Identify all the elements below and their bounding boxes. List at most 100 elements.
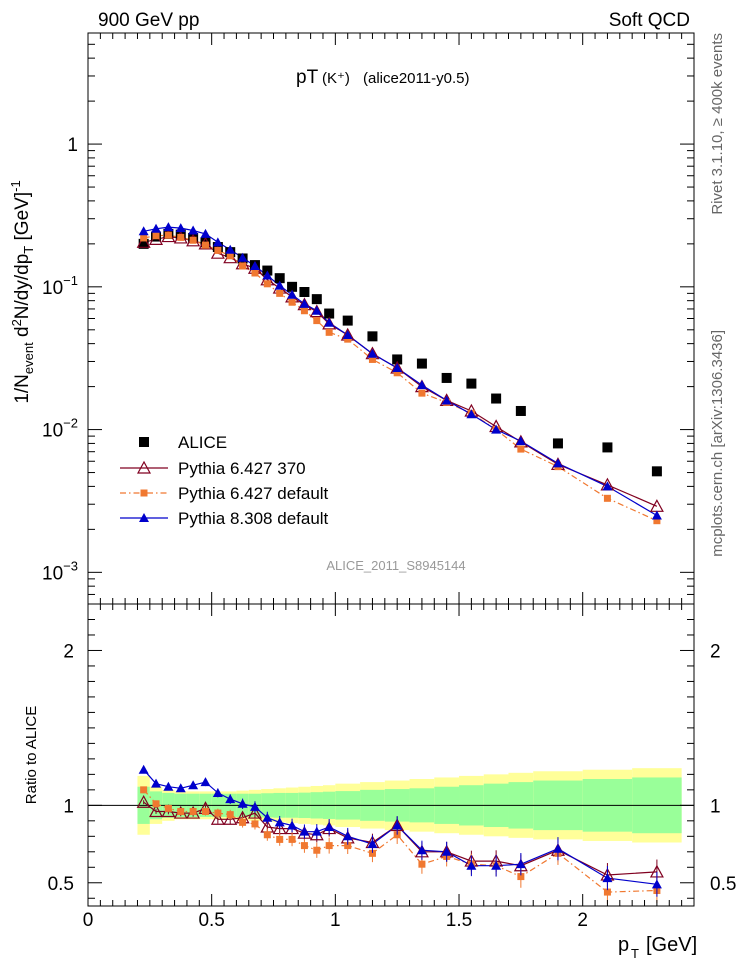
ratio-y-tick-label-left: 2 bbox=[63, 641, 74, 662]
series-3-point bbox=[367, 348, 378, 358]
series-2-ratio-point bbox=[603, 888, 611, 896]
series-0-point bbox=[287, 281, 298, 292]
legend-label-1: Pythia 6.427 370 bbox=[178, 459, 306, 478]
series-3-ratio-point bbox=[392, 820, 403, 830]
series-3-point bbox=[287, 289, 298, 299]
series-2-ratio-point bbox=[325, 842, 333, 850]
series-3-point bbox=[324, 317, 335, 327]
mcplots-label: mcplots.cern.ch [arXiv:1306.3436] bbox=[709, 330, 726, 557]
x-axis-label-unit: [GeV] bbox=[646, 934, 697, 956]
title-main: pT bbox=[296, 67, 319, 88]
series-3-ratio-point bbox=[163, 781, 174, 791]
series-3-point bbox=[299, 298, 310, 308]
y-tick-label: 1 bbox=[67, 135, 78, 156]
series-2-point bbox=[276, 289, 284, 297]
series-0-point bbox=[392, 354, 403, 365]
series-2-ratio-point bbox=[251, 820, 259, 828]
series-3-ratio-point bbox=[416, 845, 427, 855]
series-2-point bbox=[239, 262, 247, 270]
series-0-point bbox=[602, 442, 613, 453]
x-tick-label: 1 bbox=[330, 910, 341, 931]
analysis-watermark: ALICE_2011_S8945144 bbox=[326, 558, 465, 573]
series-2-ratio-point bbox=[263, 831, 271, 839]
series-0-point bbox=[416, 358, 427, 369]
header-left: 900 GeV pp bbox=[98, 10, 199, 31]
series-3-point bbox=[441, 395, 452, 405]
series-1-ratio-point bbox=[210, 812, 225, 825]
series-0-point bbox=[311, 294, 322, 305]
series-2-ratio-point bbox=[214, 809, 222, 817]
series-2-point bbox=[653, 517, 661, 525]
series-2-ratio-point bbox=[152, 800, 160, 808]
series-1-ratio-point bbox=[149, 804, 164, 818]
ratio-y-tick-label-left: 1 bbox=[63, 796, 74, 817]
series-2-point bbox=[251, 269, 259, 277]
series-0-point bbox=[324, 308, 335, 319]
series-3-ratio-point bbox=[287, 820, 298, 830]
series-3-ratio-point bbox=[491, 860, 502, 870]
series-3-point bbox=[515, 436, 526, 446]
series-2-point bbox=[344, 335, 352, 343]
series-3-point bbox=[138, 226, 149, 236]
series-0-point bbox=[491, 393, 502, 404]
series-2-point bbox=[140, 234, 148, 242]
series-2-ratio-point bbox=[201, 808, 209, 816]
series-3-ratio-point bbox=[200, 777, 211, 787]
series-0-point bbox=[515, 405, 526, 416]
series-2-ratio-point bbox=[226, 811, 234, 819]
y-tick-label: 10−3 bbox=[42, 558, 78, 584]
series-3-point bbox=[466, 409, 477, 419]
series-3-ratio-point bbox=[225, 794, 236, 804]
series-3-point bbox=[249, 260, 260, 270]
series-3-ratio-point bbox=[249, 801, 260, 811]
series-0-point bbox=[367, 331, 378, 342]
series-2-point bbox=[177, 233, 185, 241]
series-2-ratio-point bbox=[164, 804, 172, 812]
ratio-y-tick-label-right: 1 bbox=[710, 796, 721, 817]
legend-label-2: Pythia 6.427 default bbox=[178, 484, 329, 503]
series-0-point bbox=[274, 273, 285, 284]
x-axis-label-p: p bbox=[618, 934, 629, 956]
series-3-point bbox=[151, 223, 162, 233]
series-3-ratio-point bbox=[342, 831, 353, 841]
series-3-ratio-point bbox=[138, 764, 149, 774]
series-3-ratio-point bbox=[441, 846, 452, 856]
series-3-ratio-point bbox=[274, 817, 285, 827]
series-3-point bbox=[342, 329, 353, 339]
series-3-point bbox=[651, 510, 662, 520]
series-3-ratio-point bbox=[175, 783, 186, 793]
series-1-ratio-point bbox=[223, 812, 238, 825]
series-3-point bbox=[200, 228, 211, 238]
series-3-ratio-point bbox=[515, 859, 526, 869]
legend-label-3: Pythia 8.308 default bbox=[178, 509, 329, 528]
series-2-ratio-point bbox=[418, 860, 426, 868]
series-2-ratio-point bbox=[276, 835, 284, 843]
series-2-point bbox=[418, 389, 426, 397]
series-3-ratio-point bbox=[237, 798, 248, 808]
series-3-point bbox=[274, 280, 285, 290]
series-3-ratio-point bbox=[188, 780, 199, 790]
x-tick-label: 0 bbox=[83, 910, 94, 931]
x-tick-label: 0.5 bbox=[198, 910, 224, 931]
series-1-point bbox=[136, 235, 151, 248]
series-2-point bbox=[300, 307, 308, 315]
legend: ALICE Pythia 6.427 370 Pythia 6.427 defaul… bbox=[120, 433, 329, 528]
legend-label-0: ALICE bbox=[178, 433, 227, 452]
series-3-ratio-point bbox=[262, 812, 273, 822]
series-2-point bbox=[288, 298, 296, 306]
series-0-point bbox=[342, 315, 353, 326]
series-1-ratio-point bbox=[136, 794, 151, 808]
data-markers bbox=[136, 222, 664, 905]
series-1-ratio-point bbox=[247, 805, 262, 819]
series-2-point bbox=[368, 355, 376, 363]
series-3-point bbox=[237, 252, 248, 262]
series-3-ratio-point bbox=[311, 826, 322, 836]
series-2-point bbox=[325, 328, 333, 336]
series-2-ratio-point bbox=[313, 846, 321, 854]
series-3-point bbox=[552, 458, 563, 468]
series-0-point bbox=[138, 238, 149, 249]
series-2-ratio-point bbox=[189, 808, 197, 816]
ratio-frame bbox=[87, 603, 695, 907]
series-3-ratio-point bbox=[151, 778, 162, 788]
